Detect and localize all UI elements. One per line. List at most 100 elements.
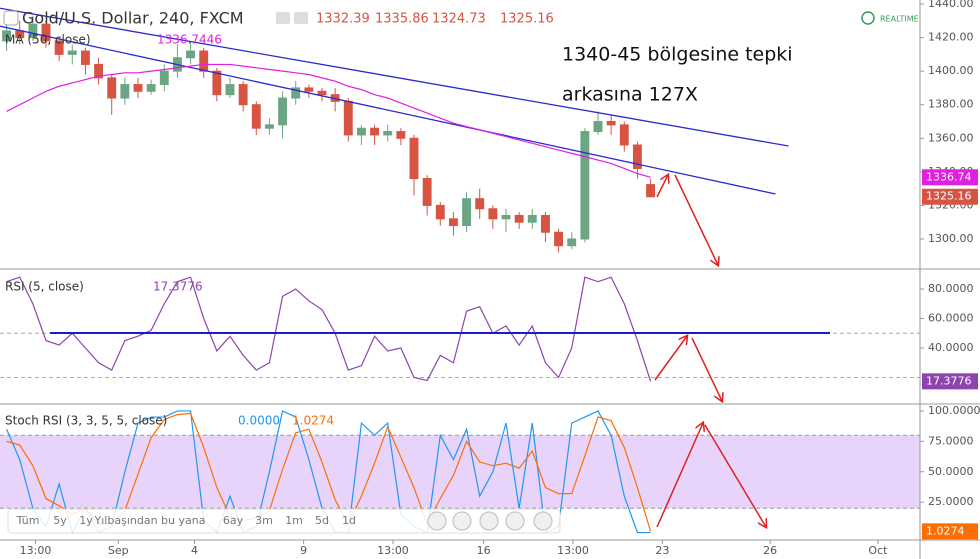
candle-body xyxy=(291,87,301,99)
candle-body xyxy=(356,127,366,136)
candle-body xyxy=(514,214,524,223)
candle-body xyxy=(28,23,38,39)
candle-body xyxy=(317,90,327,96)
candle-body xyxy=(67,50,77,55)
stoch-title: Stoch RSI (3, 3, 5, 5, close) xyxy=(5,414,167,428)
candle-body xyxy=(212,70,222,96)
candle-body xyxy=(370,127,380,136)
toolbar-buttons xyxy=(427,511,553,531)
close-value: 1325.16 xyxy=(500,12,554,27)
candle-body xyxy=(80,50,90,65)
candle-body xyxy=(343,100,353,136)
candle-body xyxy=(646,184,656,198)
stoch-d-value: 1.0274 xyxy=(292,414,334,428)
y-tick-label: 1360.00 xyxy=(928,131,974,144)
candle-body xyxy=(225,84,235,96)
toolbar-item[interactable]: 1y xyxy=(79,514,93,527)
candle-body xyxy=(199,50,209,72)
price-label: 1325.16 xyxy=(926,190,972,203)
candle-body xyxy=(527,214,537,223)
annotation: 1340-45 bölgesine tepki xyxy=(562,44,793,66)
price-label: 1336.74 xyxy=(926,170,972,183)
candle-body xyxy=(159,70,169,86)
arrow xyxy=(656,175,668,198)
x-tick-label: Sep xyxy=(108,544,129,557)
x-tick-label: 26 xyxy=(763,544,777,557)
candle-body xyxy=(488,208,498,220)
candle-body xyxy=(448,218,458,227)
toolbar-items: Tüm 5y 1y Yılbaşından bu yana 6ay 3m 1m 5d 1d xyxy=(16,514,356,527)
candle-body xyxy=(501,214,511,220)
price-label: 17.3776 xyxy=(926,374,972,387)
candle-body xyxy=(475,198,485,210)
candle-body xyxy=(133,84,143,92)
price-label-box xyxy=(922,373,978,390)
price-label-box xyxy=(922,523,978,540)
series-line xyxy=(6,63,651,178)
arrow xyxy=(654,336,687,381)
stoch-k-value: 0.0000 xyxy=(238,414,280,428)
toolbar-item[interactable]: 1d xyxy=(342,514,356,527)
x-tick-label: 23 xyxy=(655,544,669,557)
candle-body xyxy=(186,50,196,59)
candle-body xyxy=(238,84,248,106)
y-tick-label: 80.0000 xyxy=(928,282,974,295)
low-value: 1324.73 xyxy=(432,12,486,27)
realtime-icon xyxy=(861,11,875,25)
arrow xyxy=(656,423,703,528)
open-value: 1332.39 xyxy=(316,12,370,27)
price-label-box xyxy=(922,188,978,205)
candle-body xyxy=(94,63,104,79)
scroll-left[interactable] xyxy=(427,511,447,531)
candle-body xyxy=(107,77,117,99)
arrow xyxy=(691,337,722,401)
candle-body xyxy=(304,87,314,92)
icon[interactable] xyxy=(3,10,19,26)
toolbar-item[interactable]: Tüm xyxy=(16,514,40,527)
toolbar-item[interactable]: 6ay xyxy=(223,514,244,527)
y-tick-label: 75.0000 xyxy=(928,434,974,447)
x-tick-label: 9 xyxy=(300,544,307,557)
candle-body xyxy=(41,23,51,42)
y-tick-label: 1440.00 xyxy=(928,0,974,10)
candle-body xyxy=(396,131,406,139)
candle-body xyxy=(540,214,550,233)
price-label-box xyxy=(922,169,978,186)
annotation: arkasına 127X xyxy=(562,84,698,106)
candle-body xyxy=(593,120,603,133)
chart-title: Gold/U.S. Dollar, 240, FXCM xyxy=(22,9,244,28)
y-tick-label: 60.0000 xyxy=(928,312,974,325)
reset[interactable] xyxy=(479,511,499,531)
candle-body xyxy=(54,40,64,55)
toolbar-item[interactable]: 5d xyxy=(315,514,329,527)
rsi-title: RSI (5, close) xyxy=(5,280,84,294)
candle-body xyxy=(409,137,419,180)
arrow xyxy=(674,174,718,265)
series-line xyxy=(6,276,652,382)
candle-body xyxy=(580,131,590,240)
y-tick-label: 50.0000 xyxy=(928,465,974,478)
y-tick-label: 25.0000 xyxy=(928,495,974,508)
x-tick-label: 4 xyxy=(191,544,198,557)
zoom-out[interactable] xyxy=(452,511,472,531)
candle-body xyxy=(619,124,629,146)
trend-line xyxy=(0,7,789,147)
scroll-right[interactable] xyxy=(533,511,553,531)
toolbar-item[interactable]: 1m xyxy=(285,514,303,527)
candle-body xyxy=(146,84,156,92)
toolbar-item[interactable]: 3m xyxy=(255,514,273,527)
y-tick-label: 40.0000 xyxy=(928,341,974,354)
x-tick-label: 13:00 xyxy=(377,544,409,557)
zoom-in[interactable] xyxy=(505,511,525,531)
x-tick-label: 13:00 xyxy=(557,544,589,557)
candle-body xyxy=(632,144,642,169)
toolbar-item[interactable]: Yılbaşından bu yana xyxy=(94,514,206,527)
plot-area xyxy=(0,7,920,535)
icon[interactable] xyxy=(276,12,290,24)
trend-line xyxy=(0,25,776,195)
toolbar xyxy=(7,508,561,534)
candle-body xyxy=(120,84,130,99)
candle-body xyxy=(2,30,12,42)
icon[interactable] xyxy=(294,12,308,24)
toolbar-item[interactable]: 5y xyxy=(53,514,67,527)
